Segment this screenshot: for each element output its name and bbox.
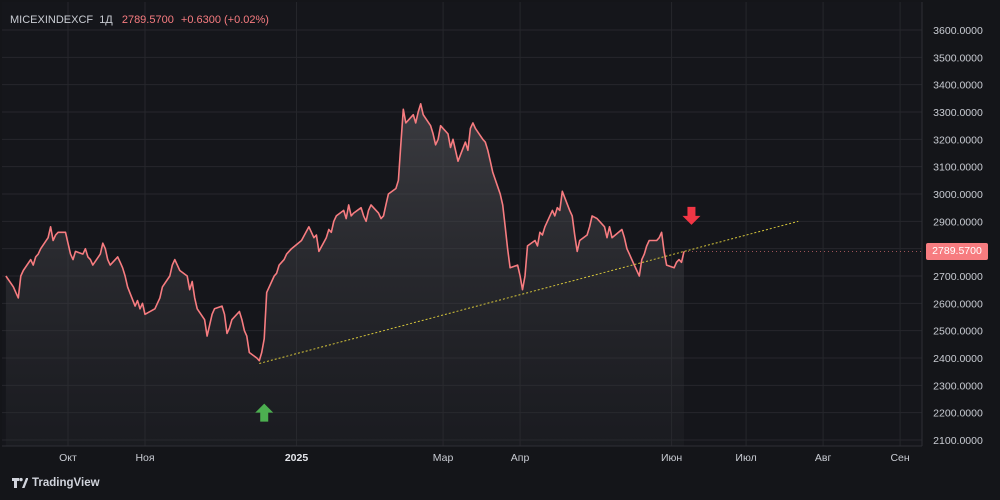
y-tick-label: 2200.0000	[933, 408, 983, 420]
x-tick-label: 2025	[285, 452, 309, 464]
x-tick-label: Ноя	[135, 452, 154, 464]
y-tick-label: 3600.0000	[933, 25, 983, 37]
x-tick-label: Июл	[735, 452, 756, 464]
y-tick-label: 2900.0000	[933, 216, 983, 228]
x-tick-label: Апр	[511, 452, 530, 464]
y-tick-label: 3400.0000	[933, 80, 983, 92]
y-tick-label: 2700.0000	[933, 271, 983, 283]
tradingview-logo[interactable]: TradingView	[12, 477, 100, 489]
y-tick-label: 3100.0000	[933, 162, 983, 174]
y-tick-label: 3200.0000	[933, 134, 983, 146]
y-tick-label: 3500.0000	[933, 52, 983, 64]
price-axis[interactable]: 3600.0000 3500.0000 3400.0000 3300.0000 3200…	[921, 2, 983, 447]
tradingview-logo-text: TradingView	[32, 477, 100, 489]
last-price: 2789.5700	[121, 14, 174, 26]
y-tick-label: 3000.0000	[933, 189, 983, 201]
trendline[interactable]	[259, 220, 799, 364]
symbol-name[interactable]: MICEXINDEXCF	[10, 14, 94, 26]
y-tick-label: 3300.0000	[933, 107, 983, 119]
time-axis[interactable]: Окт Ноя 2025 Мар Апр Июн Июл Авг Сен	[2, 445, 922, 464]
tradingview-logo-icon	[12, 477, 28, 488]
y-tick-label: 2500.0000	[933, 326, 983, 338]
x-tick-label: Июн	[661, 452, 682, 464]
arrow-down-icon	[682, 206, 701, 225]
timeframe[interactable]: 1Д	[99, 14, 113, 26]
annotations	[255, 206, 701, 422]
last-price-tag: 2789.5700	[926, 243, 988, 260]
price-line[interactable]	[5, 103, 685, 362]
x-tick-label: Авг	[815, 452, 832, 464]
symbol-header: MICEXINDEXCF 1Д 2789.5700 +0.6300 (+0.02…	[10, 14, 269, 26]
price-change: +0.6300 (+0.02%)	[180, 14, 269, 26]
x-tick-label: Окт	[59, 452, 77, 464]
y-tick-label: 2400.0000	[933, 353, 983, 365]
x-tick-label: Мар	[433, 452, 454, 464]
x-tick-label: Сен	[890, 452, 909, 464]
price-area-fill	[5, 103, 684, 447]
price-area	[5, 103, 922, 447]
arrow-up-icon	[255, 403, 274, 422]
y-tick-label: 2100.0000	[933, 435, 983, 447]
y-tick-label: 2600.0000	[933, 298, 983, 310]
y-tick-label: 2300.0000	[933, 380, 983, 392]
trendline-line[interactable]	[259, 220, 799, 364]
